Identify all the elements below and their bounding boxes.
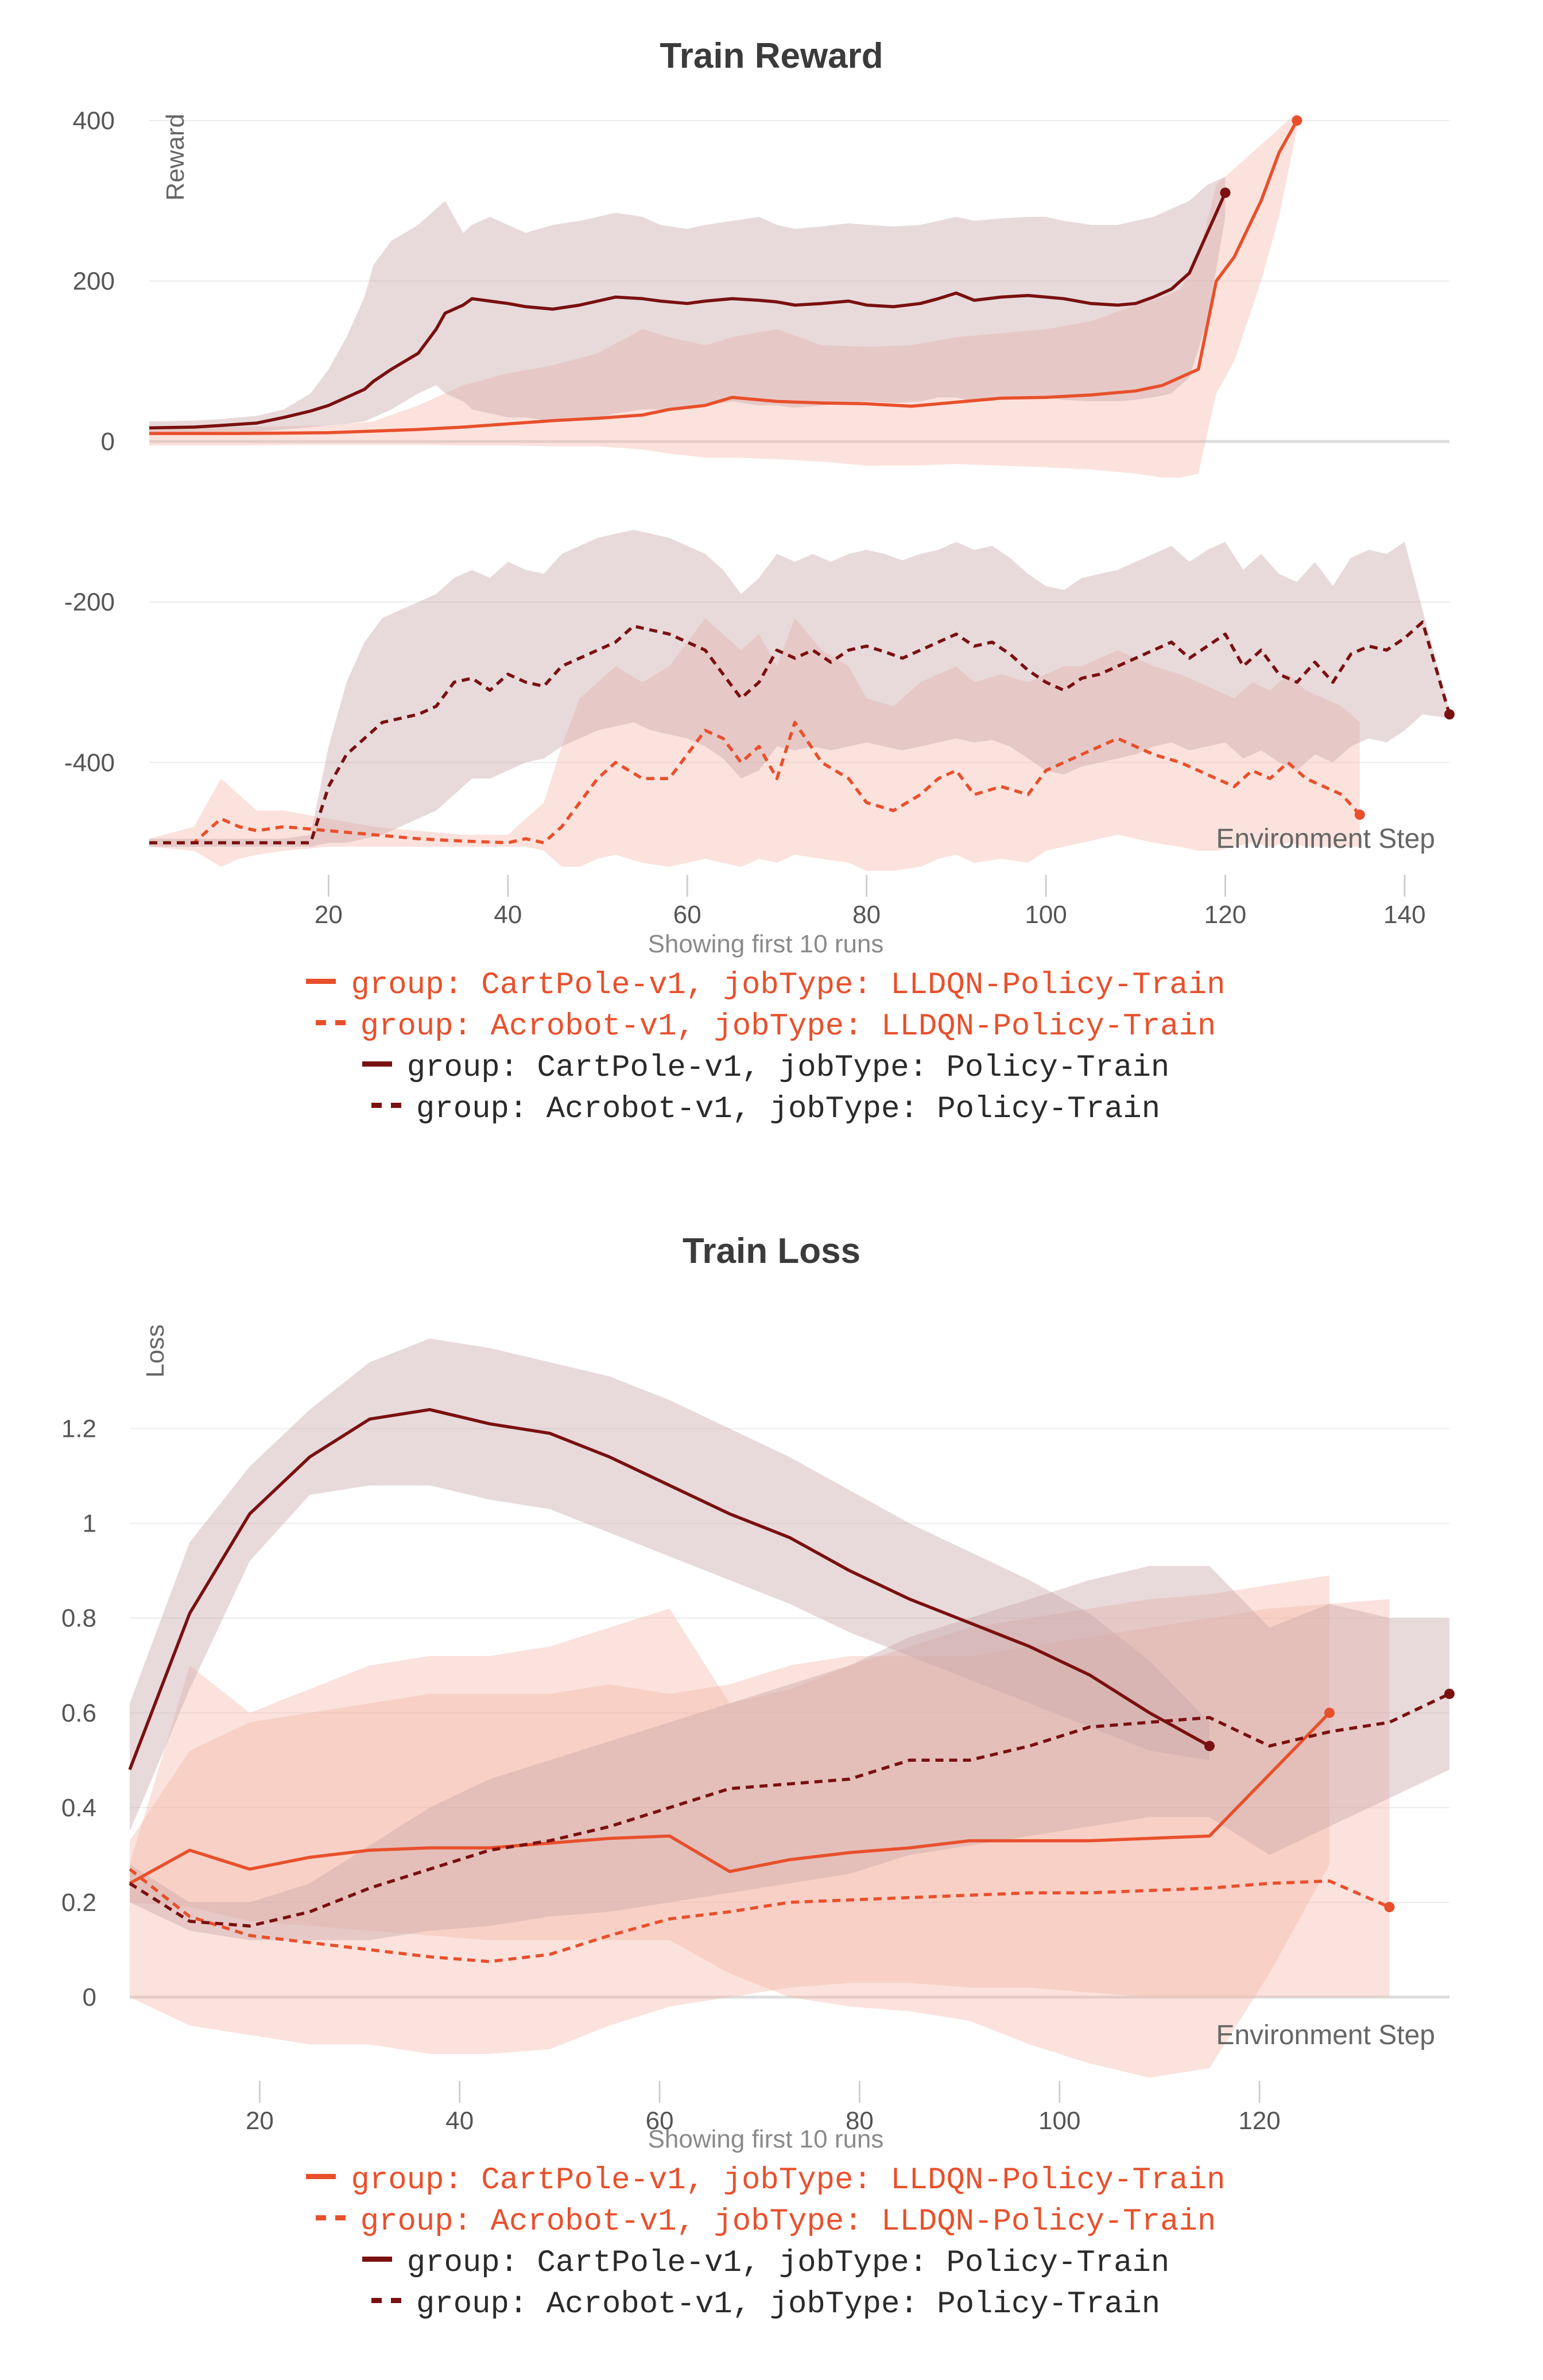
y-tick-label: 0 — [83, 1983, 96, 2011]
y-tick-label: -200 — [64, 588, 115, 617]
y-tick-label: 400 — [73, 107, 115, 135]
y-tick-label: 0 — [101, 428, 115, 456]
legend: group: CartPole-v1, jobType: LLDQN-Polic… — [0, 965, 1532, 1130]
legend-swatch — [362, 2257, 392, 2262]
y-axis-label: Reward — [161, 114, 189, 201]
series-line — [129, 1692, 1451, 1928]
y-tick-label: 0.4 — [61, 1794, 96, 1822]
y-tick-label: 0.2 — [61, 1889, 96, 1917]
x-axis-label: Environment Step — [1216, 824, 1435, 854]
legend-item[interactable]: group: CartPole-v1, jobType: LLDQN-Polic… — [0, 965, 1532, 1006]
train-reward-chart: -400 -200 0 200 400 20 40 60 80 100 120 140 Reward En… — [64, 107, 1455, 929]
y-axis-label: Loss — [141, 1324, 169, 1378]
legend-swatch — [362, 1061, 392, 1067]
runs-note: Showing first 10 runs — [648, 930, 884, 958]
series-endpoint — [1444, 1688, 1455, 1699]
legend-label: group: CartPole-v1, jobType: LLDQN-Polic… — [351, 968, 1226, 1003]
legend-label: group: CartPole-v1, jobType: LLDQN-Polic… — [351, 2163, 1226, 2198]
y-tick-label: 1.2 — [61, 1415, 96, 1443]
legend-item[interactable]: group: Acrobot-v1, jobType: Policy-Train — [0, 1089, 1532, 1130]
confidence-band — [149, 618, 1360, 871]
series-endpoint — [1292, 115, 1302, 126]
confidence-band — [130, 1599, 1390, 2054]
series-endpoint — [1324, 1707, 1335, 1718]
confidence-band — [149, 176, 1226, 434]
y-tick-label: 0.6 — [61, 1699, 96, 1727]
legend: group: CartPole-v1, jobType: LLDQN-Polic… — [0, 2160, 1532, 2325]
x-tick-label: 120 — [1238, 2107, 1280, 2135]
y-tick-label: 200 — [73, 268, 115, 296]
legend-swatch — [315, 2215, 346, 2221]
series-line — [149, 192, 1227, 430]
legend-item[interactable]: group: CartPole-v1, jobType: Policy-Trai… — [0, 2243, 1532, 2284]
chart-title: Train Reward — [660, 36, 883, 76]
x-tick-label: 20 — [315, 901, 343, 929]
legend-label: group: CartPole-v1, jobType: Policy-Trai… — [406, 2246, 1170, 2281]
train-loss-panel: 0 0.2 0.4 0.6 0.8 1 1.2 20 40 60 80 100 120 Loss Envir… — [0, 1195, 1543, 2380]
legend-item[interactable]: group: CartPole-v1, jobType: Policy-Trai… — [0, 1048, 1532, 1089]
legend-label: group: Acrobot-v1, jobType: LLDQN-Policy… — [360, 2204, 1216, 2239]
series-line — [129, 1867, 1390, 1963]
y-tick-label: 0.8 — [61, 1604, 96, 1633]
series-line — [129, 1711, 1331, 1885]
legend-item[interactable]: group: Acrobot-v1, jobType: LLDQN-Policy… — [0, 1006, 1532, 1048]
legend-label: group: Acrobot-v1, jobType: Policy-Train — [416, 2287, 1161, 2322]
x-tick-label: 60 — [673, 901, 701, 929]
x-axis-label: Environment Step — [1216, 2020, 1435, 2050]
legend-item[interactable]: group: Acrobot-v1, jobType: Policy-Train — [0, 2284, 1532, 2325]
series-endpoint — [1444, 709, 1455, 720]
train-reward-panel: -400 -200 0 200 400 20 40 60 80 100 120 140 Reward En… — [0, 0, 1543, 1171]
legend-label: group: CartPole-v1, jobType: Policy-Trai… — [406, 1051, 1170, 1086]
series-endpoint — [1204, 1741, 1215, 1751]
train-loss-chart: 0 0.2 0.4 0.6 0.8 1 1.2 20 40 60 80 100 120 Loss Envir… — [61, 1324, 1455, 2135]
legend-swatch — [371, 1103, 401, 1108]
chart-title: Train Loss — [682, 1231, 861, 1271]
series-line — [149, 720, 1361, 844]
series-line — [149, 620, 1451, 844]
y-tick-label: 1 — [83, 1510, 96, 1538]
x-tick-label: 40 — [494, 901, 522, 929]
confidence-band — [149, 113, 1297, 478]
x-tick-label: 100 — [1025, 901, 1067, 929]
confidence-band — [149, 529, 1449, 847]
x-tick-label: 120 — [1204, 901, 1246, 929]
series-endpoint — [1384, 1902, 1395, 1913]
x-tick-label: 80 — [852, 901, 881, 929]
confidence-band — [130, 1575, 1329, 2078]
series-endpoint — [1220, 187, 1231, 198]
x-tick-label: 20 — [246, 2107, 274, 2135]
legend-label: group: Acrobot-v1, jobType: Policy-Train — [416, 1092, 1161, 1127]
legend-swatch — [371, 2298, 401, 2304]
legend-label: group: Acrobot-v1, jobType: LLDQN-Policy… — [360, 1009, 1216, 1044]
series-line — [128, 1408, 1211, 1770]
runs-note: Showing first 10 runs — [648, 2125, 884, 2153]
legend-swatch — [306, 2174, 336, 2180]
x-tick-label: 80 — [846, 2107, 874, 2135]
x-tick-label: 140 — [1383, 901, 1425, 929]
y-tick-label: -400 — [64, 749, 115, 777]
legend-item[interactable]: group: CartPole-v1, jobType: LLDQN-Polic… — [0, 2160, 1532, 2201]
x-tick-label: 40 — [445, 2107, 474, 2135]
legend-item[interactable]: group: Acrobot-v1, jobType: LLDQN-Policy… — [0, 2201, 1532, 2243]
series-endpoint — [1354, 809, 1365, 820]
series-line — [149, 119, 1298, 435]
legend-swatch — [315, 1020, 346, 1026]
confidence-band — [130, 1338, 1209, 1832]
legend-swatch — [306, 979, 336, 984]
x-tick-label: 60 — [646, 2107, 674, 2135]
x-tick-label: 100 — [1038, 2107, 1080, 2135]
